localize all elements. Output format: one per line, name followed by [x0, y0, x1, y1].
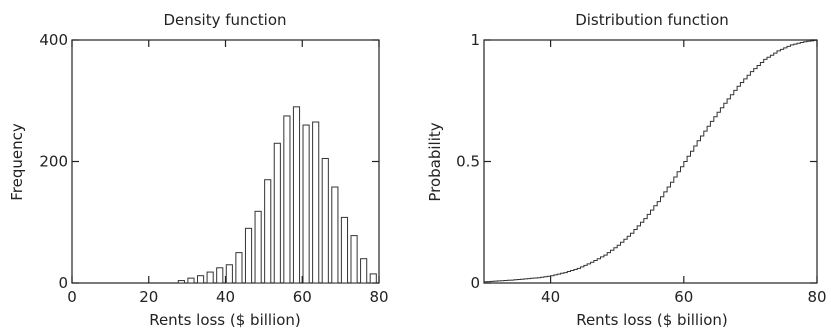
density-y-tick-label: 400	[39, 31, 68, 49]
distribution-x-axis-label: Rents loss ($ billion)	[576, 311, 728, 329]
density-bar	[187, 277, 195, 284]
density-bar	[350, 235, 358, 284]
density-bar	[254, 210, 262, 284]
density-y-tick-label: 200	[39, 153, 68, 171]
distribution-ticks: 40 60 80 0 0.5 1	[456, 31, 826, 306]
distribution-y-tick-label: 1	[470, 31, 480, 49]
density-bar	[283, 115, 291, 284]
density-bar	[264, 179, 272, 284]
density-bar	[235, 252, 243, 284]
distribution-y-axis-label: Probability	[426, 122, 444, 201]
density-bar	[244, 227, 253, 284]
density-x-tick-label: 80	[369, 288, 388, 306]
distribution-x-tick-label: 40	[541, 288, 560, 306]
density-ticks: 0 20 40 60 80 0 200 400	[39, 31, 388, 306]
density-bar	[196, 275, 205, 284]
density-bar	[273, 142, 281, 284]
density-x-tick-label: 0	[67, 288, 77, 306]
density-bar	[312, 121, 320, 284]
density-y-tick-label: 0	[58, 274, 68, 292]
density-bar	[206, 271, 214, 284]
density-x-tick-label: 40	[216, 288, 235, 306]
density-y-axis-label: Frequency	[8, 123, 26, 201]
distribution-plot-frame	[483, 39, 818, 284]
density-x-tick-label: 20	[139, 288, 158, 306]
distribution-chart: Distribution function 40 60 80 0 0.5 1 Rents …	[426, 11, 827, 329]
density-bar	[292, 106, 301, 284]
density-bar	[369, 273, 377, 284]
density-bar	[216, 267, 224, 284]
density-bar	[321, 157, 329, 284]
density-bar	[302, 124, 310, 284]
distribution-y-tick-label: 0	[470, 274, 480, 292]
distribution-title: Distribution function	[575, 11, 729, 29]
density-bar	[340, 216, 349, 284]
density-bar	[331, 186, 339, 284]
density-bar	[360, 258, 368, 284]
density-bar	[177, 280, 185, 284]
density-x-tick-label: 60	[293, 288, 312, 306]
density-title: Density function	[163, 11, 286, 29]
distribution-x-tick-label: 80	[807, 288, 826, 306]
density-bar	[225, 264, 233, 284]
distribution-y-tick-label: 0.5	[456, 153, 480, 171]
density-chart: Density function 0 20 40 60 80 0 200 400 Rents …	[8, 11, 389, 329]
density-bars	[177, 106, 377, 284]
distribution-x-tick-label: 60	[674, 288, 693, 306]
density-x-axis-label: Rents loss ($ billion)	[149, 311, 301, 329]
distribution-step-line	[484, 39, 818, 283]
